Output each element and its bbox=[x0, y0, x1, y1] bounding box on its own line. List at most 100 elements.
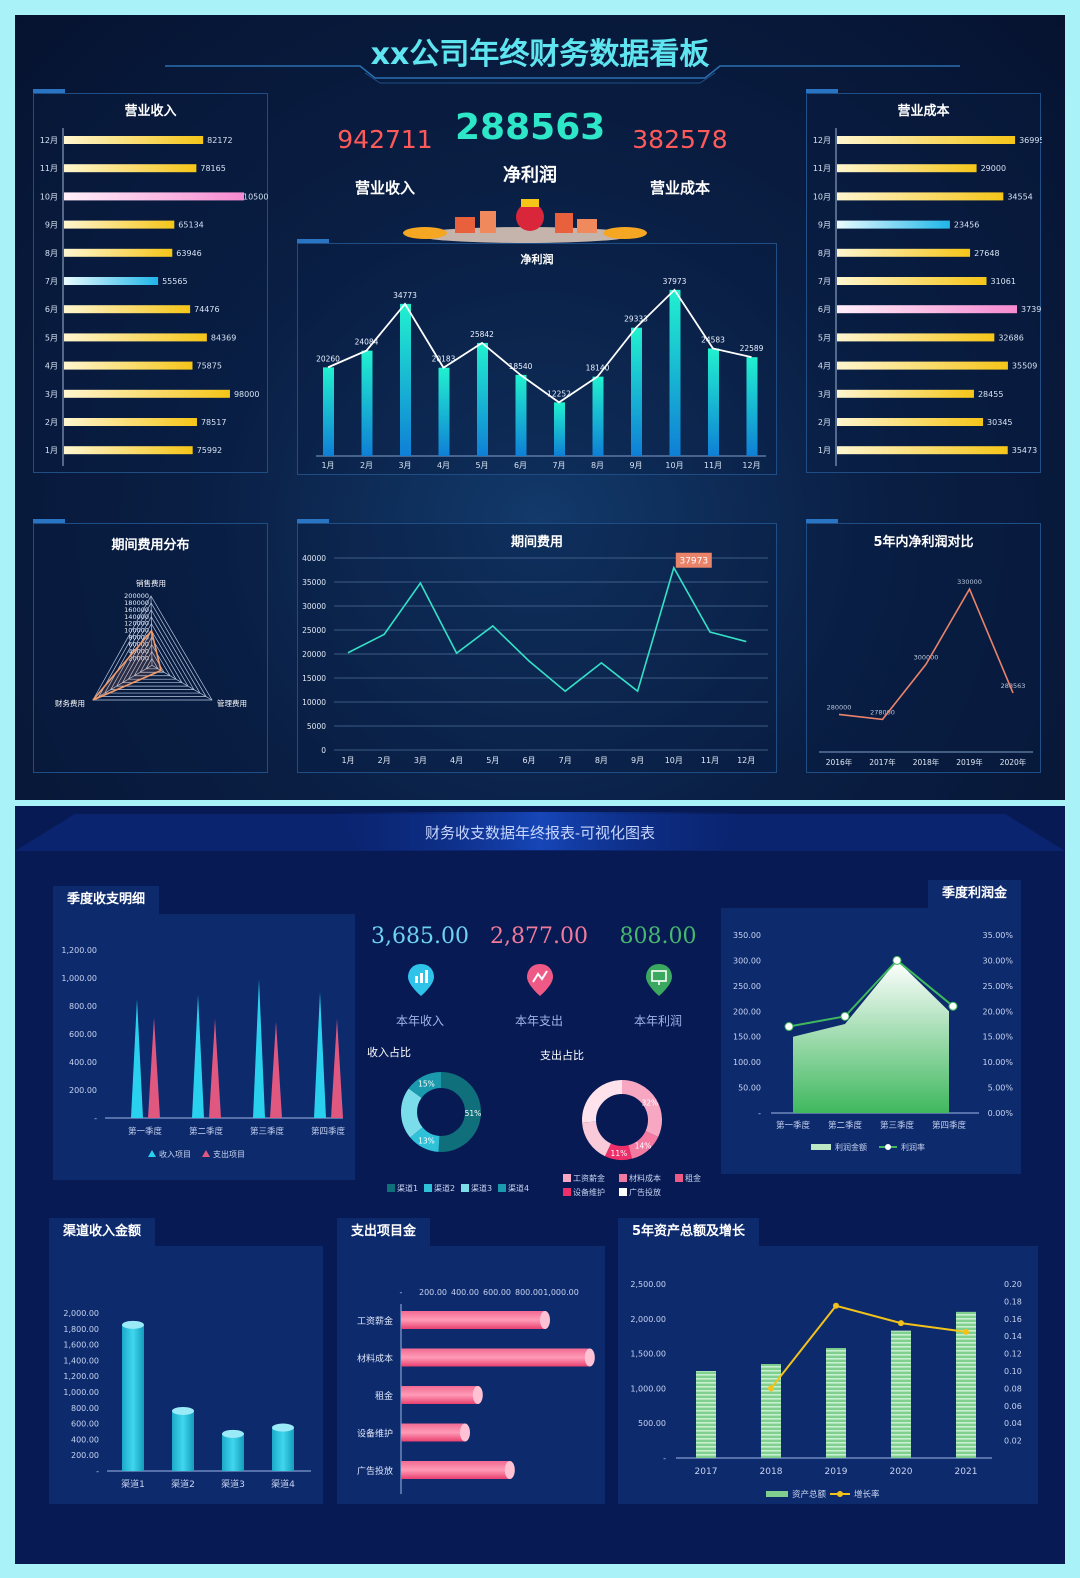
channel-income-y-tick: 1,000.00 bbox=[63, 1388, 99, 1397]
cost-category-label: 12月 bbox=[813, 136, 831, 145]
income-share-legend-label: 渠道4 bbox=[508, 1183, 529, 1193]
five-year-x-tick: 2020年 bbox=[1000, 757, 1027, 767]
asset-growth-y-tick: 500.00 bbox=[638, 1419, 666, 1428]
cost-category-label: 1月 bbox=[818, 446, 831, 455]
channel-income-bar bbox=[172, 1410, 194, 1471]
asset-total-bar bbox=[891, 1330, 911, 1458]
asset-growth-x-tick: 2018 bbox=[760, 1467, 783, 1477]
radar-grid-ring bbox=[139, 650, 165, 673]
netprofit-category-label: 8月 bbox=[591, 461, 604, 470]
rev-category-label: 2月 bbox=[45, 418, 58, 427]
cost-value-label: 27648 bbox=[974, 249, 999, 258]
netprofit-value-label: 20183 bbox=[432, 355, 456, 364]
asset-growth-x-tick: 2021 bbox=[955, 1467, 978, 1477]
netprofit-bar bbox=[746, 357, 758, 456]
period-expense-y-tick: 25000 bbox=[302, 626, 326, 635]
rev-bar bbox=[64, 277, 159, 285]
expense-spike bbox=[209, 1018, 221, 1118]
channel-income-y-tick: 600.00 bbox=[71, 1420, 99, 1429]
expense-share-legend-marker bbox=[619, 1188, 627, 1196]
asset-growth-y-tick: 1,000.00 bbox=[630, 1384, 666, 1393]
asset-growth-panel: 5年资产总额及增长 - 500.00 1,000.00 1,500.00 2,000.0… bbox=[618, 1218, 1038, 1504]
income-share-legend-marker bbox=[461, 1184, 469, 1192]
netprofit-value-label: 25842 bbox=[470, 330, 494, 339]
cost-category-label: 9月 bbox=[818, 221, 831, 230]
expense-spike bbox=[331, 1018, 343, 1118]
channel-income-bar bbox=[222, 1433, 244, 1471]
netprofit-panel: 净利润 20260 1月 24084 2月 34773 3月 20183 4月 25842 5月 1… bbox=[297, 239, 777, 475]
netprofit-category-label: 1月 bbox=[321, 461, 334, 470]
radar-grid-ring bbox=[110, 616, 195, 690]
quarter-profit-panel: 季度利润金 - 50.00 100.00 150.00 200.00 250.00 300.… bbox=[721, 880, 1021, 1174]
period-expense-y-tick: 10000 bbox=[302, 698, 326, 707]
expense-legend-label: 支出项目 bbox=[213, 1149, 245, 1159]
quarter-profit-y-tick: 300.00 bbox=[733, 956, 761, 965]
radar-grid-ring bbox=[104, 609, 201, 694]
asset-growth-y2-tick: 0.06 bbox=[1004, 1402, 1022, 1411]
radar-grid-ring bbox=[92, 595, 213, 701]
netprofit-bar bbox=[669, 289, 681, 456]
netprofit-value-label: 24583 bbox=[701, 335, 725, 344]
quarter-profit-y-tick: 100.00 bbox=[733, 1058, 761, 1067]
rev-bar bbox=[64, 389, 230, 398]
netprofit-category-label: 10月 bbox=[665, 461, 683, 470]
rev-category-label: 11月 bbox=[40, 164, 58, 173]
netprofit-bar bbox=[477, 342, 488, 456]
expense-share-title: 支出占比 bbox=[540, 1049, 584, 1062]
expense-items-bar bbox=[401, 1311, 545, 1329]
asset-growth-y2-tick: 0.16 bbox=[1004, 1315, 1022, 1324]
period-expense-x-tick: 7月 bbox=[559, 756, 572, 765]
asset-growth-y2-tick: 0.04 bbox=[1004, 1419, 1022, 1428]
cost-bar bbox=[837, 305, 1017, 314]
income-spike bbox=[253, 979, 265, 1118]
netprofit-chart-title: 净利润 bbox=[520, 253, 554, 266]
quarter-profit-chart: - 50.00 100.00 150.00 200.00 250.00 300.00 350.… bbox=[733, 931, 1014, 1152]
radar-tick-label: 100000 bbox=[124, 627, 149, 635]
cost-bar bbox=[837, 446, 1008, 455]
report-title: 财务收支数据年终报表-可视化图表 bbox=[424, 824, 656, 842]
cost-value-label: 34554 bbox=[1007, 192, 1032, 201]
expense-items-chart: - 200.00 400.00 600.00 800.00 1,000.00 工资薪金材料成… bbox=[357, 1288, 595, 1494]
income-kpi-value: 3,685.00 bbox=[371, 924, 469, 949]
rev-bar bbox=[64, 164, 197, 173]
period-expense-annotation: 37973 bbox=[679, 557, 708, 567]
asset-growth-y-tick: 1,500.00 bbox=[630, 1350, 666, 1359]
expense-items-x-tick: 400.00 bbox=[451, 1288, 479, 1297]
expense-share-legend-label: 材料成本 bbox=[629, 1173, 661, 1183]
rev-value-label: 84369 bbox=[211, 333, 236, 342]
five-year-chart: 2016年 280000 2017年 278000 2018年 300000 2019年 33… bbox=[819, 578, 1033, 767]
rev-category-label: 5月 bbox=[45, 333, 58, 342]
radar-tick-label: 120000 bbox=[124, 620, 149, 628]
quarter-profit-y2-tick: 5.00% bbox=[988, 1084, 1014, 1093]
five-year-line bbox=[838, 587, 1014, 721]
quarter-profit-y2-tick: 0.00% bbox=[988, 1109, 1014, 1118]
quarter-detail-y-tick: 200.00 bbox=[69, 1086, 97, 1095]
rev-category-label: 8月 bbox=[45, 249, 58, 258]
asset-growth-y2-tick: 0.02 bbox=[1004, 1437, 1022, 1446]
expense-share-pct-label: 14% bbox=[635, 1141, 652, 1150]
netprofit-bar bbox=[631, 327, 642, 456]
period-expense-x-tick: 10月 bbox=[665, 756, 683, 765]
growth-rate-legend-marker bbox=[837, 1491, 843, 1497]
quarter-profit-rate-point bbox=[840, 1011, 850, 1021]
radar-axis-line bbox=[151, 665, 213, 701]
expense-share-legend-label: 工资薪金 bbox=[573, 1173, 605, 1183]
expense-items-category-label: 广告投放 bbox=[357, 1465, 393, 1477]
channel-income-x-tick: 渠道4 bbox=[271, 1478, 295, 1490]
period-expense-panel: 期间费用 0 5000 10000 15000 20000 25000 30000 35000… bbox=[297, 519, 777, 773]
channel-income-y-tick: 2,000.00 bbox=[63, 1309, 99, 1318]
expense-share-legend-marker bbox=[675, 1174, 683, 1182]
five-year-title: 5年内净利润对比 bbox=[873, 535, 974, 550]
rev-value-label: 74476 bbox=[194, 305, 219, 314]
period-expense-y-tick: 35000 bbox=[302, 578, 326, 587]
period-expense-x-tick: 5月 bbox=[486, 756, 499, 765]
cost-bar bbox=[837, 136, 1016, 144]
growth-rate-legend-label: 增长率 bbox=[854, 1489, 880, 1500]
quarter-profit-area bbox=[793, 960, 949, 1113]
quarter-detail-y-tick: 1,000.00 bbox=[61, 974, 97, 983]
revenue-panel: 营业收入 1月 75992 2月 78517 3月 98000 4月 75875 5月 84369… bbox=[33, 89, 268, 473]
quarter-profit-y-tick: 150.00 bbox=[733, 1033, 761, 1042]
income-share-slice bbox=[408, 1072, 442, 1099]
quarter-profit-x-tick: 第二季度 bbox=[828, 1120, 863, 1131]
expense-items-bar-cap bbox=[504, 1461, 515, 1479]
